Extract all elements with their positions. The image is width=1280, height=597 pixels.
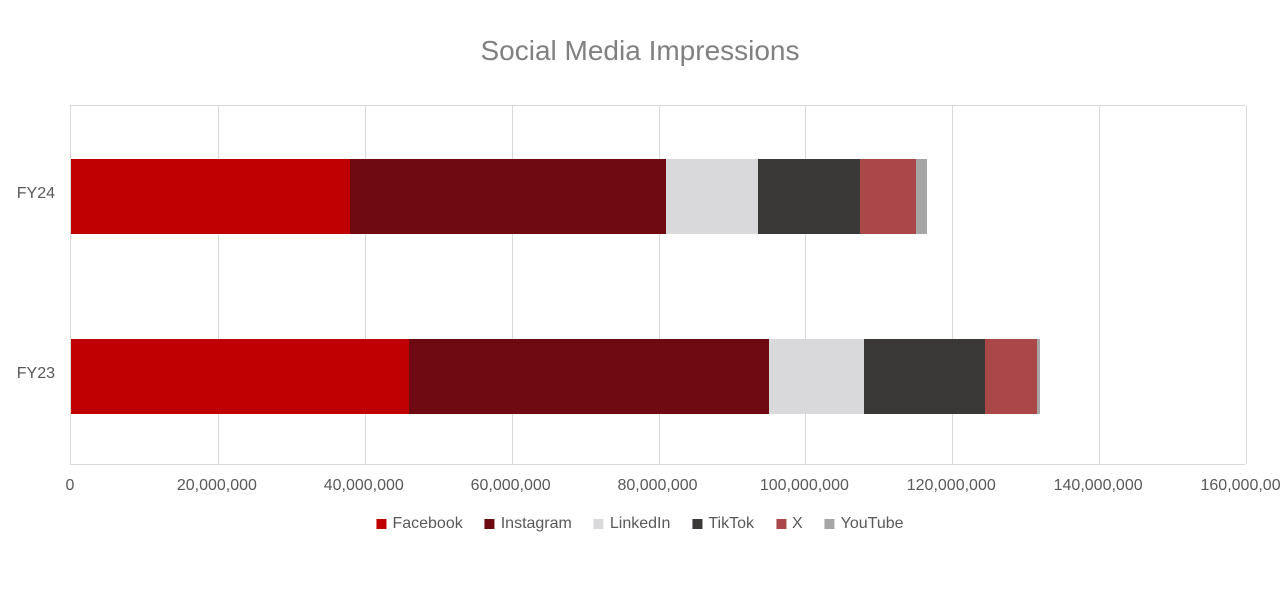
legend-swatch xyxy=(594,519,604,529)
bar-fy24 xyxy=(71,159,927,234)
legend-swatch xyxy=(692,519,702,529)
segment-facebook xyxy=(71,339,409,414)
legend-swatch xyxy=(485,519,495,529)
plot-area xyxy=(70,105,1245,465)
legend-item-tiktok: TikTok xyxy=(692,515,754,533)
gridline xyxy=(1099,106,1100,464)
segment-tiktok xyxy=(864,339,985,414)
legend-item-x: X xyxy=(776,515,803,533)
legend-label: LinkedIn xyxy=(610,515,671,533)
segment-instagram xyxy=(350,159,666,234)
chart-container: Social Media Impressions Facebook Instagr… xyxy=(0,0,1280,597)
legend-label: Instagram xyxy=(501,515,572,533)
x-axis-tick-label: 20,000,000 xyxy=(177,477,257,495)
x-axis-tick-label: 120,000,000 xyxy=(907,477,996,495)
segment-linkedin xyxy=(666,159,758,234)
legend-item-instagram: Instagram xyxy=(485,515,572,533)
legend-swatch xyxy=(776,519,786,529)
y-axis-label: FY24 xyxy=(0,185,55,203)
segment-x xyxy=(985,339,1036,414)
segment-x xyxy=(860,159,915,234)
legend-label: YouTube xyxy=(841,515,904,533)
legend-label: Facebook xyxy=(392,515,462,533)
x-axis-tick-label: 60,000,000 xyxy=(471,477,551,495)
x-axis-tick-label: 40,000,000 xyxy=(324,477,404,495)
x-axis-tick-label: 160,000,000 xyxy=(1201,477,1280,495)
legend-label: TikTok xyxy=(708,515,754,533)
segment-tiktok xyxy=(758,159,861,234)
legend-label: X xyxy=(792,515,803,533)
legend-item-facebook: Facebook xyxy=(376,515,462,533)
x-axis-tick-label: 80,000,000 xyxy=(617,477,697,495)
gridline xyxy=(1246,106,1247,464)
legend-swatch xyxy=(825,519,835,529)
segment-youtube xyxy=(1037,339,1041,414)
legend-item-youtube: YouTube xyxy=(825,515,904,533)
legend-swatch xyxy=(376,519,386,529)
legend: Facebook Instagram LinkedIn TikTok X YouTube xyxy=(376,515,903,533)
segment-instagram xyxy=(409,339,769,414)
x-axis-tick-label: 0 xyxy=(66,477,75,495)
segment-youtube xyxy=(916,159,927,234)
bar-fy23 xyxy=(71,339,1040,414)
legend-item-linkedin: LinkedIn xyxy=(594,515,671,533)
segment-facebook xyxy=(71,159,350,234)
x-axis-tick-label: 140,000,000 xyxy=(1054,477,1143,495)
x-axis-tick-label: 100,000,000 xyxy=(760,477,849,495)
y-axis-label: FY23 xyxy=(0,365,55,383)
chart-title: Social Media Impressions xyxy=(0,35,1280,67)
segment-linkedin xyxy=(769,339,864,414)
